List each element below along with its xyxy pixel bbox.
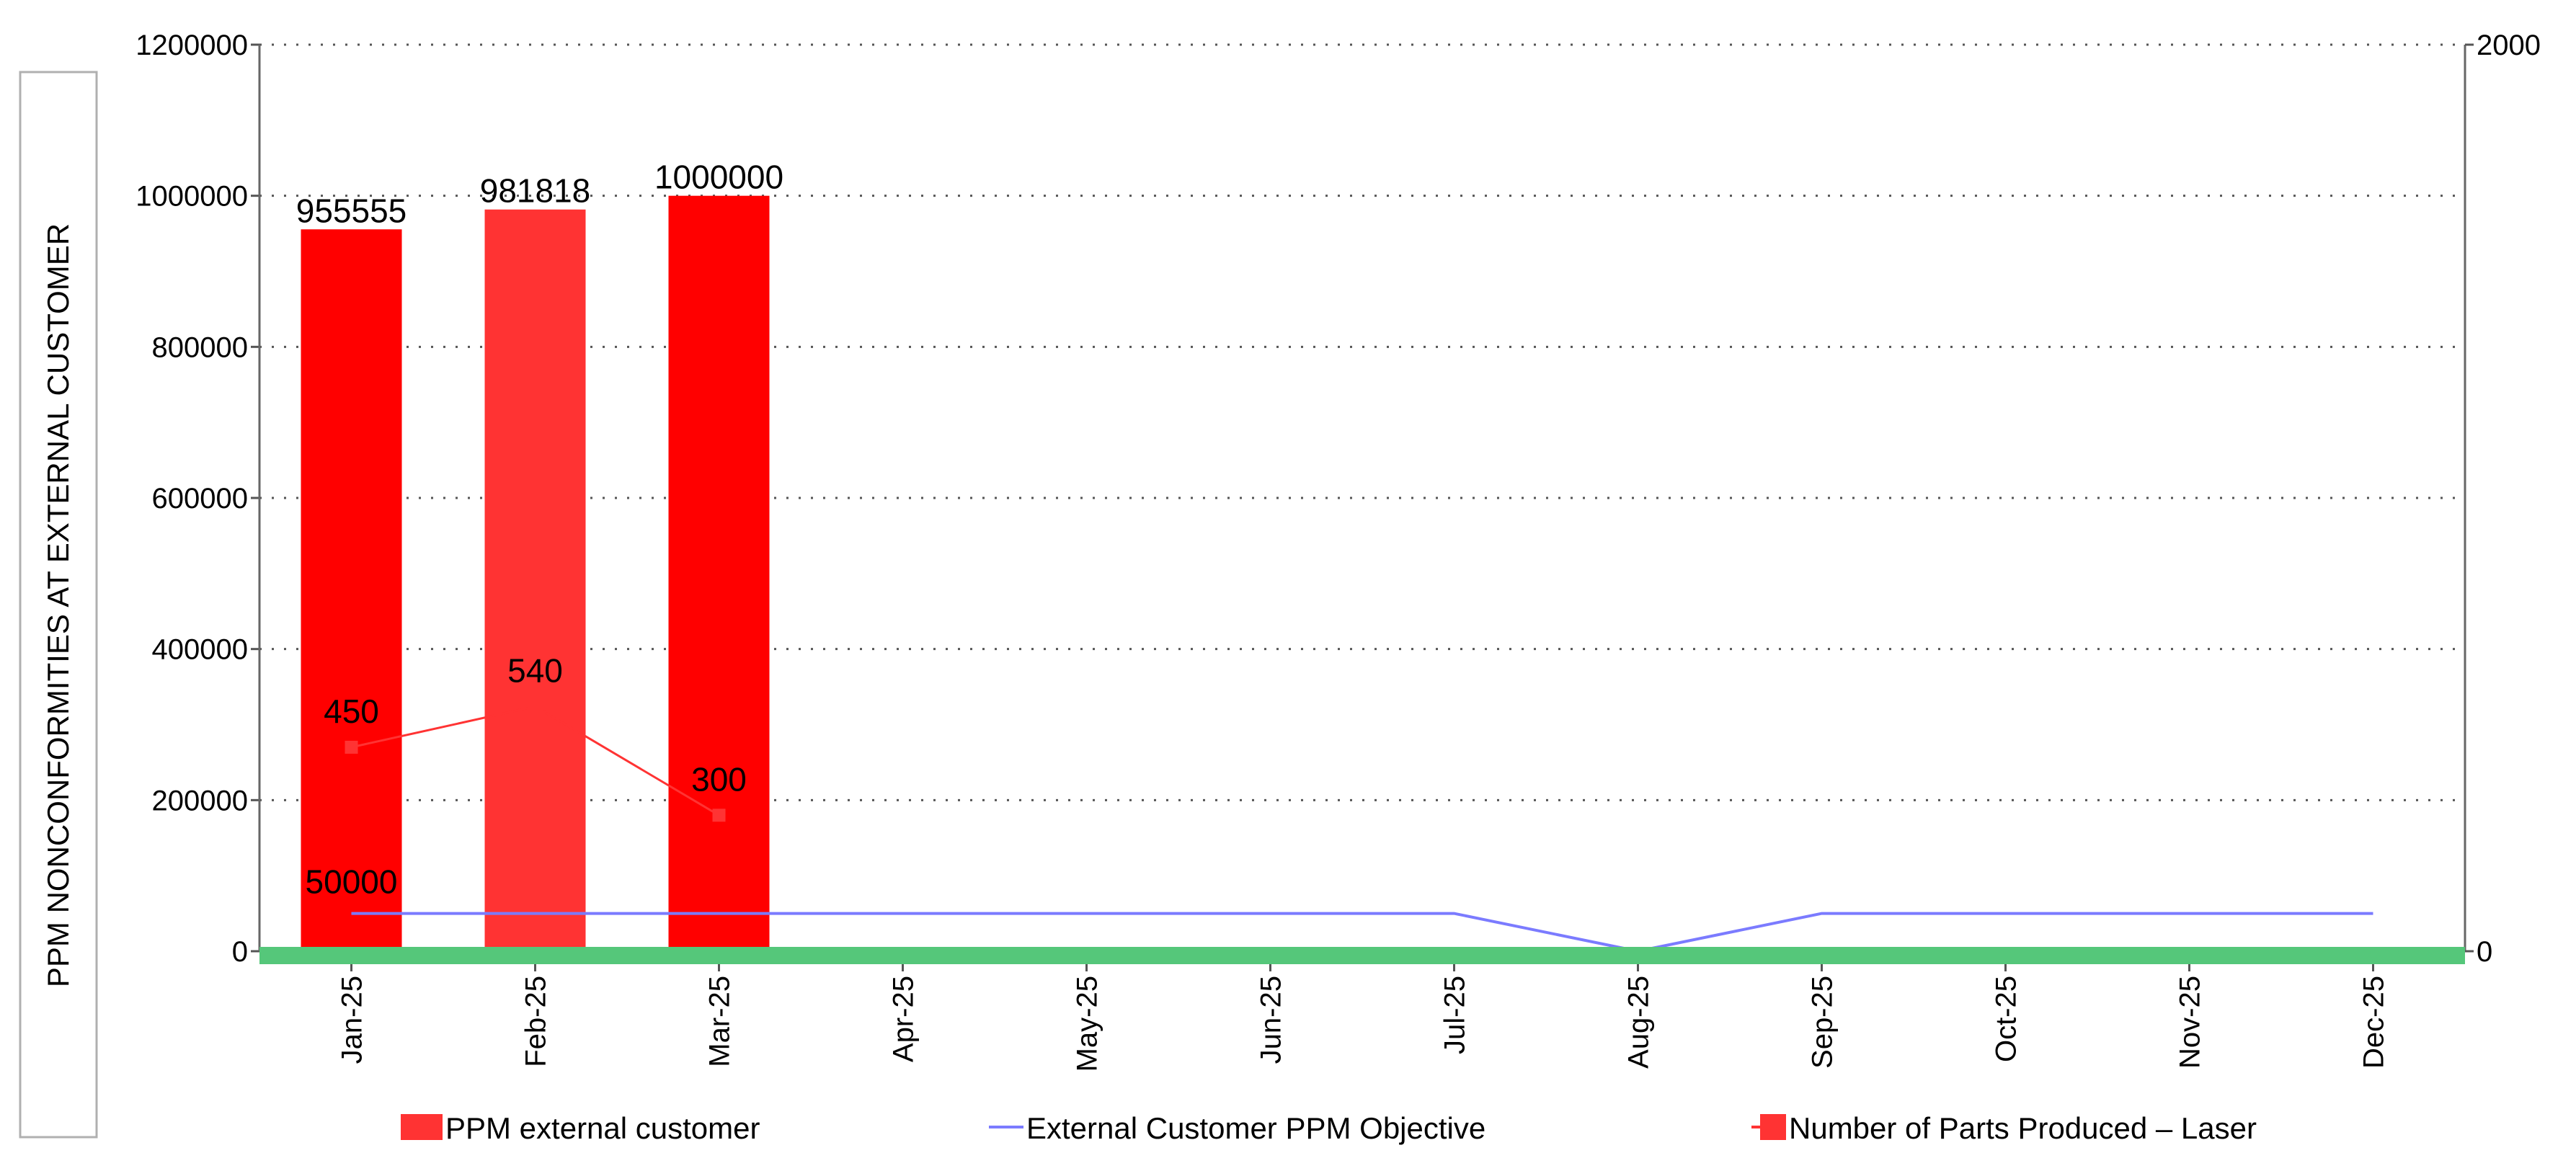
legend-swatch-parts-marker — [1760, 1114, 1786, 1140]
parts-value-label: 450 — [324, 693, 379, 730]
baseline-band — [259, 947, 2465, 964]
legend-label-parts: Number of Parts Produced – Laser — [1789, 1111, 2257, 1145]
y2-tick-label: 0 — [2477, 936, 2492, 968]
x-tick-label: Mar-25 — [704, 976, 736, 1067]
x-tick-label: Jul-25 — [1439, 976, 1471, 1054]
bar-value-label: 981818 — [480, 172, 591, 210]
parts-produced-marker — [528, 700, 542, 713]
x-tick-label: Apr-25 — [888, 976, 920, 1062]
line-series — [345, 700, 2373, 953]
x-tick-label: May-25 — [1072, 976, 1103, 1072]
x-tick-label: Jun-25 — [1256, 976, 1287, 1064]
parts-value-label: 300 — [691, 760, 747, 798]
y-axis-label-box: PPM NONCONFORMITIES AT EXTERNAL CUSTOMER — [19, 71, 98, 1139]
bar-series — [301, 195, 770, 952]
axes: 0 200000 400000 600000 800000 1000000 1200000 0… — [136, 30, 2541, 1072]
y-axis-label: PPM NONCONFORMITIES AT EXTERNAL CUSTOMER — [41, 223, 75, 987]
parts-value-label: 540 — [507, 651, 563, 689]
bar-value-label: 955555 — [296, 192, 407, 229]
x-tick-label: Jan-25 — [337, 976, 368, 1064]
bar — [301, 229, 402, 951]
legend-label-ppm: PPM external customer — [445, 1111, 760, 1145]
x-tick-label: Feb-25 — [520, 976, 552, 1067]
y-tick-label: 1200000 — [136, 30, 248, 61]
x-tick-label: Sep-25 — [1807, 976, 1839, 1069]
y-tick-label: 400000 — [152, 634, 248, 666]
x-tick-label: Aug-25 — [1623, 976, 1655, 1069]
parts-produced-marker — [345, 740, 358, 754]
data-labels: 955555 981818 1000000 450 540 300 50000 — [296, 159, 783, 901]
objective-line — [351, 912, 2373, 953]
x-tick-label: Nov-25 — [2175, 976, 2206, 1069]
x-tick-label: Dec-25 — [2358, 976, 2390, 1069]
x-tick-label: Oct-25 — [1991, 976, 2022, 1062]
legend-label-objective: External Customer PPM Objective — [1026, 1111, 1485, 1145]
bar — [484, 209, 586, 951]
bar-value-label: 1000000 — [654, 159, 783, 196]
y2-tick-label: 2000 — [2477, 30, 2541, 61]
y-tick-label: 800000 — [152, 331, 248, 363]
bar — [668, 195, 770, 952]
parts-produced-marker — [712, 809, 726, 822]
gridlines — [259, 43, 2465, 801]
objective-value-label: 50000 — [306, 863, 398, 901]
y-tick-label: 1000000 — [136, 181, 248, 213]
y-tick-label: 200000 — [152, 785, 248, 816]
y-axis-label-frame — [19, 71, 98, 1139]
legend: PPM external customer External Customer P… — [401, 1111, 2257, 1145]
legend-swatch-ppm — [401, 1114, 443, 1140]
y-tick-label: 0 — [232, 936, 248, 968]
y-tick-label: 600000 — [152, 483, 248, 515]
